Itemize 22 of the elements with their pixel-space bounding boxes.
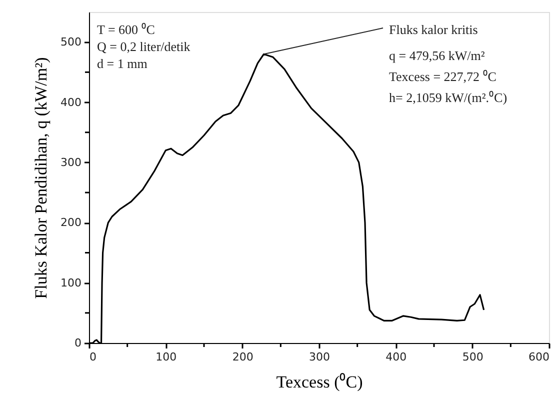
x-tick-label: 0	[90, 350, 96, 364]
x-tick-label: 100	[156, 350, 177, 364]
annotation: Q = 0,2 liter/detik	[97, 39, 191, 54]
y-axis-title: Fluks Kalor Pendidihan, q (kW/m²)	[32, 57, 51, 299]
y-tick-label: 500	[60, 36, 82, 49]
x-tick-label: 500	[462, 350, 484, 364]
annotation: T = 600 ⁰C	[97, 22, 155, 37]
y-tick-label: 200	[60, 216, 82, 230]
y-tick-label: 300	[60, 156, 82, 169]
annotation: Fluks kalor kritis	[389, 22, 478, 37]
x-tick-label: 600	[528, 350, 550, 364]
annotation: h= 2,1059 kW/(m².⁰C)	[389, 90, 508, 105]
y-tick-label: 400	[60, 96, 82, 109]
y-tick-label: 0	[74, 336, 82, 350]
x-axis-title: Texcess (⁰C)	[276, 372, 363, 392]
annotation: d = 1 mm	[97, 56, 148, 71]
annotation: Texcess = 227,72 ⁰C	[389, 69, 496, 84]
x-tick-label: 400	[386, 350, 407, 364]
y-tick-label: 100	[60, 276, 82, 290]
x-tick-label: 300	[309, 350, 330, 364]
annotation: q = 479,56 kW/m²	[389, 48, 485, 63]
x-tick-label: 200	[232, 350, 254, 364]
